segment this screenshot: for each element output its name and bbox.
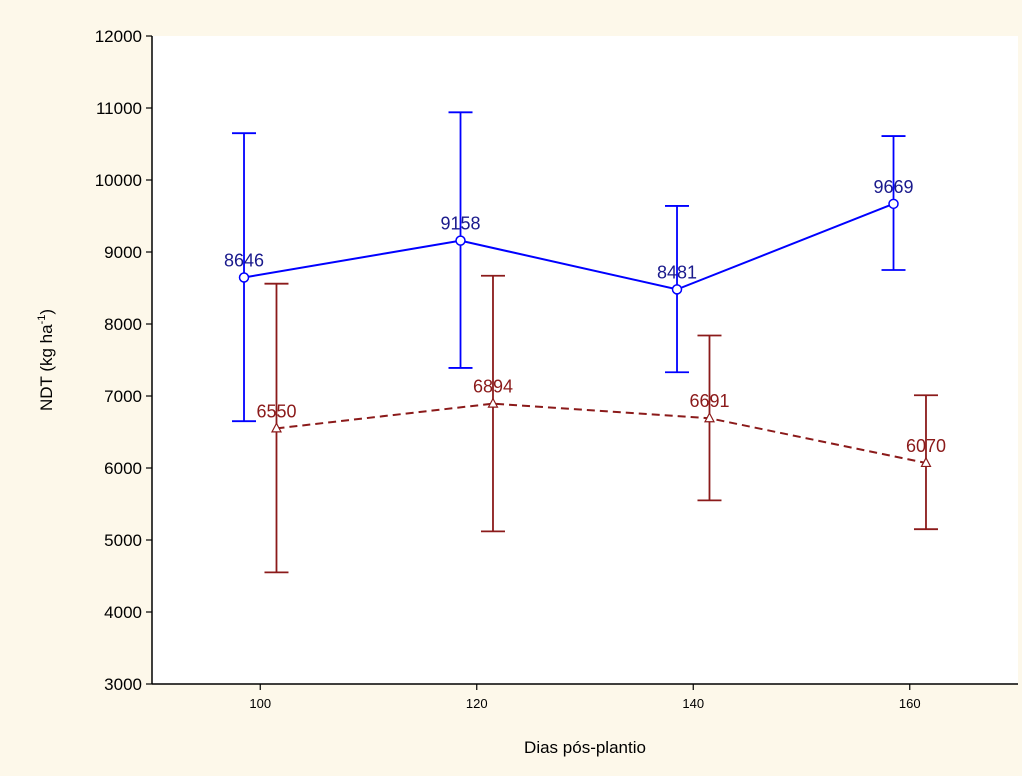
data-point-marker (888, 198, 899, 210)
y-tick-label: 4000 (104, 603, 142, 622)
x-tick-label: 100 (249, 696, 271, 711)
y-tick-label: 9000 (104, 243, 142, 262)
data-point-marker (487, 397, 499, 408)
data-point-marker (703, 411, 715, 423)
series-line (276, 402, 927, 464)
axes: 3000 4000 5000 6000 7000 8000 9000 10000 11000 12… (95, 27, 1018, 711)
data-label: 8646 (224, 250, 264, 270)
y-axis-label: NDT (kg ha-1) (36, 309, 56, 411)
x-tick-label: 120 (466, 696, 488, 711)
x-axis-label: Dias pós-plantio (524, 738, 646, 757)
y-tick-label: 6000 (104, 459, 142, 478)
data-point-marker (270, 422, 282, 433)
series-layer: 8646 9158 8481 9669 6550 6894 6691 6070 (224, 111, 946, 574)
data-point-marker (238, 272, 250, 283)
data-label: 6550 (256, 401, 296, 421)
data-label: 6691 (689, 391, 729, 411)
series-line (243, 202, 894, 291)
y-tick-label: 3000 (104, 675, 142, 694)
y-tick-label: 8000 (104, 315, 142, 334)
y-axis-label-superscript: -1 (36, 315, 48, 325)
data-label: 9158 (440, 214, 480, 234)
data-point-marker (671, 284, 683, 295)
y-tick-label: 5000 (104, 531, 142, 550)
y-tick-label: 11000 (96, 99, 142, 118)
data-label: 9669 (873, 177, 913, 197)
y-tick-label: 7000 (104, 387, 142, 406)
data-label: 6070 (906, 436, 946, 456)
y-axis-label-suffix: ) (37, 309, 56, 315)
data-label: 8481 (657, 262, 697, 282)
data-point-marker (920, 456, 932, 468)
y-tick-label: 10000 (95, 171, 142, 190)
x-tick-label: 160 (899, 696, 921, 711)
series-2: 6550 6894 6691 6070 (256, 274, 946, 574)
y-tick-label: 12000 (95, 27, 142, 46)
x-tick-label: 140 (682, 696, 704, 711)
series-1: 8646 9158 8481 9669 (224, 111, 914, 423)
plot-area (152, 36, 1018, 684)
y-axis-label-main: NDT (kg ha (37, 324, 56, 411)
data-point-marker (455, 235, 466, 246)
data-label: 6894 (473, 377, 513, 397)
